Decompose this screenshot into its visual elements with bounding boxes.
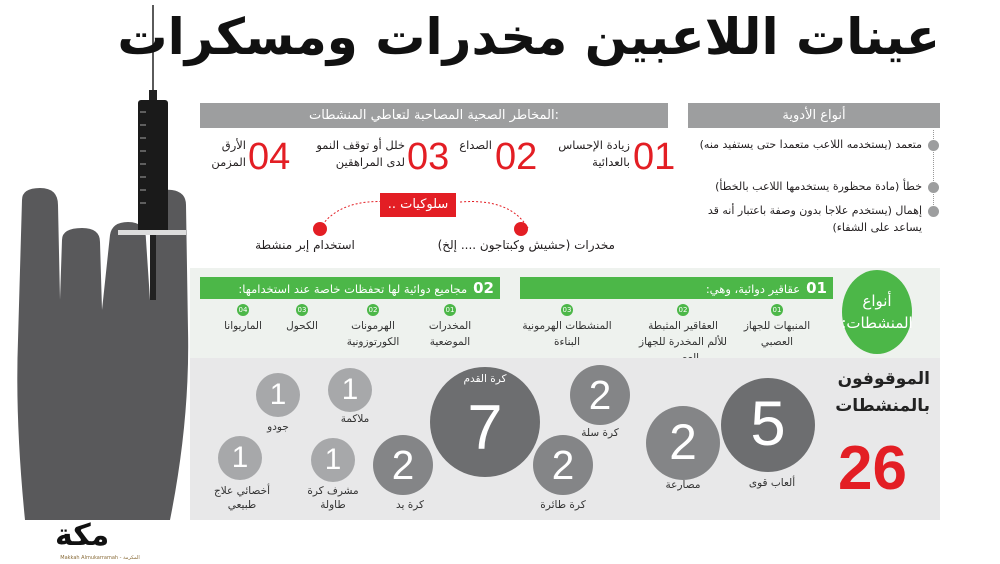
sport-bubble: 1	[218, 436, 262, 480]
item-number-badge: 03	[296, 304, 308, 316]
sport-label: ألعاب قوى	[748, 477, 796, 489]
risk-number: 03	[407, 136, 450, 178]
sport-count: 1	[269, 378, 287, 412]
behaviors-label: سلوكيات ..	[380, 193, 456, 217]
item-number-badge: 01	[771, 304, 783, 316]
stimulant-item: الماريوانا	[224, 320, 262, 332]
sport-bubble: 2	[533, 435, 593, 495]
group-label: مجاميع دوائية لها تحفظات خاصة عند استخدا…	[238, 282, 468, 296]
medicine-type-item: متعمد (يستخدمه اللاعب متعمدا حتى يستفيد …	[699, 138, 922, 151]
sport-label: مصارعة	[665, 479, 701, 491]
group2-bar: 02 مجاميع دوائية لها تحفظات خاصة عند استخ…	[200, 277, 500, 299]
sport-bubble: 2	[570, 365, 630, 425]
sport-label: ملاكمة	[340, 413, 370, 425]
page-title: عينات اللاعبين مخدرات ومسكرات	[117, 8, 941, 66]
group1-bar: 01 عقاقير دوائية، وهي:	[520, 277, 833, 299]
stimulant-types-title: أنواع المنشطات:	[841, 270, 913, 354]
sport-bubble: 1	[328, 368, 372, 412]
group-label: عقاقير دوائية، وهي:	[705, 282, 801, 296]
medicine-type-item: إهمال (يستخدم علاجا بدون وصفة باعتبار أن…	[707, 204, 922, 234]
sport-count: 7	[467, 393, 503, 464]
sport-count: 2	[588, 371, 612, 418]
syringe-plunger	[150, 235, 156, 300]
risk-number: 02	[495, 136, 538, 178]
sport-count: 1	[341, 373, 359, 407]
sport-label: مشرف كرة طاولة	[307, 485, 359, 511]
behavior-item: مخدرات (حشيش وكبتاجون .... إلخ)	[437, 238, 615, 252]
bullet-dot	[928, 140, 939, 151]
group-number: 01	[806, 279, 827, 297]
risk-text: الصداع	[459, 138, 492, 152]
sport-label: أخصائي علاج طبيعي	[213, 485, 271, 511]
item-number-badge: 02	[367, 304, 379, 316]
medicine-type-item: خطأ (مادة محظورة يستخدمها اللاعب بالخطأ)	[715, 180, 922, 193]
sport-bubble: 1	[256, 373, 300, 417]
item-number-badge: 04	[237, 304, 249, 316]
risks-header: المخاطر الصحية المصاحبة لتعاطي المنشطات:	[200, 103, 668, 128]
sport-label: جودو	[267, 421, 289, 433]
suspended-label: الموقوفون بالمنشطات	[835, 369, 930, 416]
sport-bubble: 1	[311, 438, 355, 482]
stimulant-item: العقاقير المثبطة للألم المخدرة للجهاز ال…	[639, 320, 727, 364]
stimulant-item: المخدرات الموضعية	[428, 320, 472, 348]
sport-count: 2	[551, 441, 575, 488]
red-dot	[514, 222, 528, 236]
sport-label: كرة القدم	[463, 373, 507, 385]
red-dot	[313, 222, 327, 236]
syringe-flange	[118, 230, 186, 235]
item-number-badge: 01	[444, 304, 456, 316]
item-number-badge: 03	[561, 304, 573, 316]
sport-count: 2	[391, 441, 415, 488]
sport-count: 2	[669, 414, 697, 471]
sport-label: كرة سلة	[581, 427, 619, 439]
medicine-types-header: أنواع الأدوية	[688, 103, 940, 128]
sport-count: 1	[324, 443, 342, 477]
stimulant-item: المنشطات الهرمونية البناءة	[522, 320, 612, 348]
stimulant-item: المنبهات للجهاز العصبي	[743, 320, 811, 348]
syringe-barrel	[138, 100, 168, 235]
logo: مكة	[55, 518, 110, 553]
sport-label: كرة طائرة	[540, 499, 586, 511]
sport-bubble: 5	[721, 378, 815, 472]
hand-syringe-illustration	[17, 5, 189, 520]
suspended-total: 26	[838, 434, 907, 503]
logo-subtitle: Makkah Almukarramah - المكرمة	[60, 555, 140, 561]
bullet-dot	[928, 206, 939, 217]
risk-text: الأرق المزمن	[211, 138, 246, 169]
risk-number: 01	[633, 136, 676, 178]
hand	[17, 188, 189, 520]
behavior-item: استخدام إبر منشطة	[255, 238, 355, 252]
timeline-line	[933, 130, 934, 215]
risk-number: 04	[248, 136, 291, 178]
stimulant-item: الهرمونات الكورتوزونية	[346, 320, 400, 348]
sport-bubble: 2	[373, 435, 433, 495]
sport-count: 1	[231, 441, 249, 475]
bullet-dot	[928, 182, 939, 193]
sport-label: كرة يد	[395, 499, 425, 511]
sport-count: 5	[750, 389, 786, 460]
risk-text: زيادة الإحساس بالعدائية	[558, 138, 630, 169]
risk-text: خلل أو توقف النمو لدى المراهقين	[316, 138, 405, 169]
sport-bubble: 2	[646, 406, 720, 480]
stimulant-item: الكحول	[286, 320, 318, 332]
risks-list: 01 زيادة الإحساس بالعدائية 02 الصداع 03 …	[200, 135, 675, 180]
sport-bubble: 7	[430, 367, 540, 477]
group-number: 02	[473, 279, 494, 297]
item-number-badge: 02	[677, 304, 689, 316]
